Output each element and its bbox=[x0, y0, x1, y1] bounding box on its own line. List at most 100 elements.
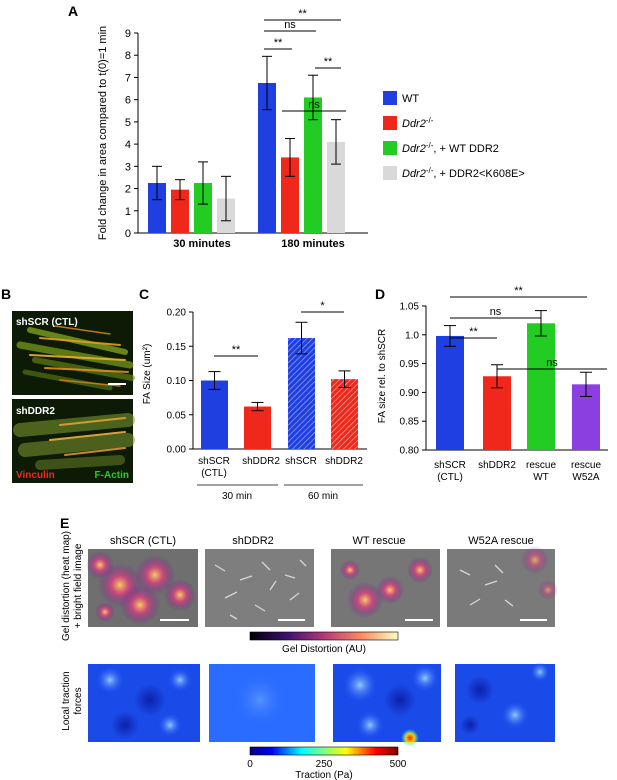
chart-a-legend-label-3-sup: -/- bbox=[426, 166, 434, 175]
panel-e-traction-image-0 bbox=[88, 664, 200, 742]
traction-colorbar-label: Traction (Pa) bbox=[295, 770, 352, 780]
chart-d-ytick-label-1: 0.85 bbox=[400, 417, 420, 428]
chart-a-bar-1-3 bbox=[327, 141, 345, 233]
chart-a-legend-label-0-main: WT bbox=[402, 93, 419, 105]
chart-c-sig-1-label: * bbox=[320, 300, 325, 312]
chart-a-legend-swatch-1 bbox=[383, 116, 397, 130]
chart-d-xtick-3a: rescue bbox=[571, 460, 601, 471]
traction-colorbar bbox=[249, 746, 399, 756]
chart-a-bars bbox=[148, 55, 345, 233]
chart-c-ylabel: FA Size (um²) bbox=[142, 344, 153, 405]
chart-a-ytick-label-2: 2 bbox=[125, 184, 131, 196]
chart-c-xtick-0b: (CTL) bbox=[201, 468, 227, 479]
panel-label-d: D bbox=[375, 286, 385, 302]
chart-d-ytick-label-4: 1.0 bbox=[405, 330, 419, 341]
chart-a-sig-4-label: ** bbox=[324, 56, 333, 68]
chart-c-ytick-label-3: 0.15 bbox=[167, 342, 187, 353]
chart-d-sig-2-label: ** bbox=[469, 326, 478, 338]
panel-b-bottom-texture bbox=[13, 413, 135, 470]
chart-d-ytick-label-0: 0.80 bbox=[400, 446, 420, 457]
chart-c-significance: *** bbox=[214, 300, 344, 357]
panel-e-row1-label: Gel distortion (heat map) bbox=[61, 531, 72, 641]
panel-e-distortion-image-0 bbox=[86, 549, 198, 627]
panel-e-traction-image-2 bbox=[333, 664, 441, 747]
chart-c-xtick-1: shDDR2 bbox=[242, 456, 280, 467]
chart-c-xtick-0a: shSCR bbox=[198, 456, 230, 467]
chart-a-legend-label-1-sup: -/- bbox=[426, 116, 434, 125]
chart-a-bar-1-2 bbox=[304, 97, 322, 233]
chart-a-legend-label-0: WT bbox=[402, 93, 419, 105]
chart-d-xtick-2a: rescue bbox=[526, 460, 556, 471]
chart-a-sig-1-label: ns bbox=[284, 19, 296, 31]
chart-a-legend-label-3-main: Ddr2 bbox=[402, 168, 426, 180]
chart-c-ytick-label-0: 0.00 bbox=[167, 445, 187, 456]
chart-a-sig-0-label: ** bbox=[298, 8, 307, 20]
chart-d-ytick-label-2: 0.90 bbox=[400, 388, 420, 399]
distortion-colorbar bbox=[249, 631, 399, 641]
panel-e-col-2: WT rescue bbox=[353, 535, 406, 547]
traction-colorbar-tick-1: 250 bbox=[316, 759, 333, 770]
panel-e-distortion-image-2 bbox=[331, 549, 440, 627]
distortion-colorbar-label: Gel Distortion (AU) bbox=[282, 644, 366, 655]
chart-d-sig-0-label: ** bbox=[514, 285, 523, 297]
chart-d-xtick-0a: shSCR bbox=[434, 460, 466, 471]
chart-d-bar-0 bbox=[436, 335, 464, 450]
panel-e-row2-label: Local traction bbox=[61, 671, 72, 730]
panel-b-images: shSCR (CTL) shDDR2 Vinculin F-Actin bbox=[12, 311, 135, 483]
chart-d-sig-3-label: ns bbox=[546, 357, 558, 369]
chart-a-sig-3-label: ns bbox=[308, 99, 320, 111]
chart-c-bar-2 bbox=[288, 338, 315, 449]
chart-c-sig-0-label: ** bbox=[232, 344, 241, 356]
chart-c-bar-1 bbox=[244, 406, 271, 449]
chart-d-bar-2 bbox=[527, 323, 555, 450]
chart-a-xtick-1: 180 minutes bbox=[281, 238, 345, 250]
chart-a-ytick-label-5: 5 bbox=[125, 117, 131, 129]
panel-b-bottom-label: shDDR2 bbox=[16, 406, 55, 417]
chart-d-ytick-label-3: 0.95 bbox=[400, 359, 420, 370]
chart-a-legend-label-2-rest: , + WT DDR2 bbox=[433, 143, 499, 155]
chart-a-legend-label-2: Ddr2-/-, + WT DDR2 bbox=[402, 141, 499, 155]
panel-e-col-3: W52A rescue bbox=[468, 535, 533, 547]
chart-c-group-0: 30 min bbox=[222, 491, 252, 502]
panel-e-col-0: shSCR (CTL) bbox=[110, 535, 176, 547]
chart-a-ytick-label-7: 7 bbox=[125, 72, 131, 84]
chart-a-bar-0-1 bbox=[171, 189, 189, 233]
chart-a-legend-swatch-3 bbox=[383, 166, 397, 180]
chart-a-ylabel: Fold change in area compared to t(0)=1 m… bbox=[97, 26, 109, 240]
panel-label-b: B bbox=[1, 286, 11, 302]
chart-d: 0.80 0.85 0.90 0.95 1.0 1.05 ** ns ** ns FA size… bbox=[377, 285, 608, 483]
panel-e-traction-image-3 bbox=[455, 662, 555, 742]
chart-d-xtick-2b: WT bbox=[533, 472, 549, 483]
chart-a-ytick-label-8: 8 bbox=[125, 50, 131, 62]
chart-a-ytick-label-4: 4 bbox=[125, 139, 131, 151]
chart-d-bar-1 bbox=[483, 376, 511, 450]
panel-label-e: E bbox=[60, 515, 69, 531]
chart-d-xtick-1: shDDR2 bbox=[478, 460, 516, 471]
chart-c-group-1: 60 min bbox=[308, 491, 338, 502]
chart-a-legend-label-3-rest: , + DDR2<K608E> bbox=[433, 168, 524, 180]
chart-a-significance: **ns**ns** bbox=[264, 8, 346, 112]
chart-a-legend-label-1: Ddr2-/- bbox=[402, 116, 434, 130]
chart-d-xtick-0b: (CTL) bbox=[437, 472, 463, 483]
chart-c-xtick-3: shDDR2 bbox=[325, 456, 363, 467]
chart-c-bar-3 bbox=[331, 379, 358, 449]
chart-a-ytick-label-1: 1 bbox=[125, 206, 131, 218]
panel-e-traction-image-1 bbox=[209, 664, 315, 742]
panel-b-stain-green: F-Actin bbox=[95, 470, 129, 481]
chart-a-bar-1-0 bbox=[258, 83, 276, 233]
traction-colorbar-tick-0: 0 bbox=[247, 759, 253, 770]
chart-a-legend-swatch-2 bbox=[383, 141, 397, 155]
chart-a-legend-label-2-main: Ddr2 bbox=[402, 143, 426, 155]
chart-c-ytick-label-1: 0.05 bbox=[167, 410, 187, 421]
panel-e-col-1: shDDR2 bbox=[232, 535, 274, 547]
chart-a-ytick-label-3: 3 bbox=[125, 161, 131, 173]
chart-d-ylabel: FA size rel. to shSCR bbox=[377, 329, 388, 423]
chart-d-xtick-3b: W52A bbox=[572, 472, 600, 483]
chart-a-ytick-label-9: 9 bbox=[125, 28, 131, 40]
chart-c-ytick-label-4: 0.20 bbox=[167, 308, 187, 319]
chart-d-bars bbox=[436, 310, 600, 450]
chart-c-bar-0 bbox=[201, 380, 228, 449]
